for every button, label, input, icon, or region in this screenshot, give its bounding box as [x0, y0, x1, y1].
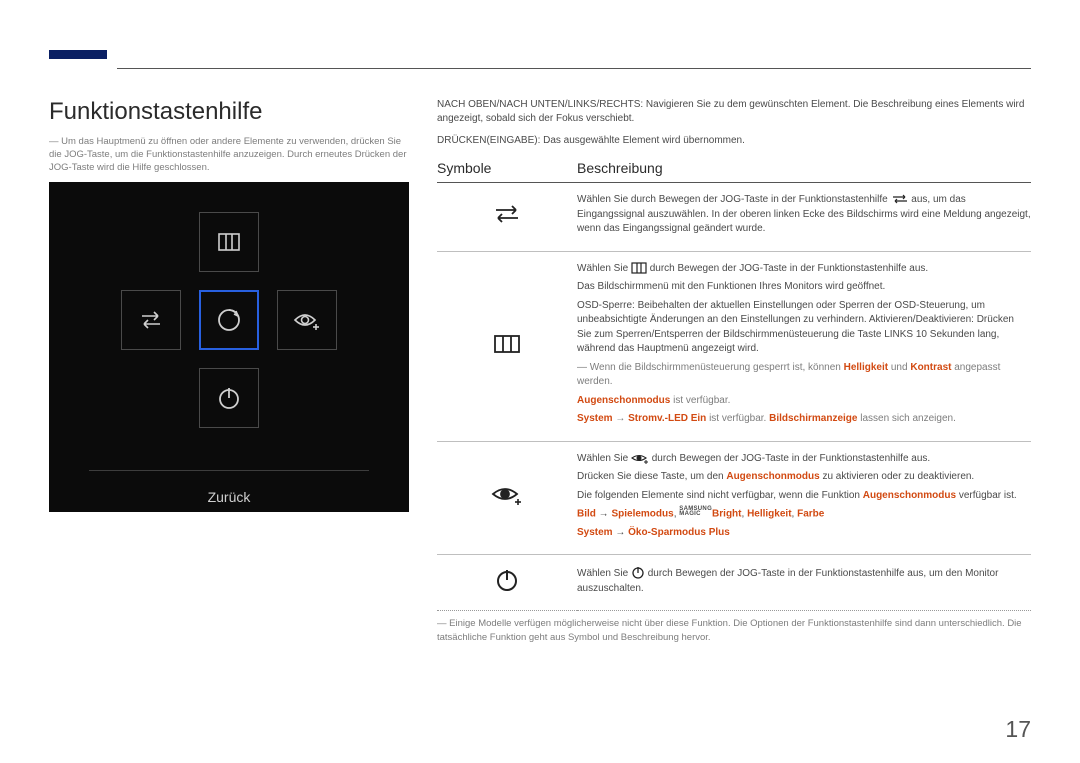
pad-down [199, 368, 259, 428]
pad-left [121, 290, 181, 350]
r2b: Das Bildschirmmenü mit den Funktionen Ih… [577, 280, 1031, 295]
power-icon [215, 384, 243, 412]
pad-up [199, 212, 259, 272]
accent-bar [49, 50, 107, 59]
power-icon [631, 565, 645, 579]
r2c: OSD-Sperre: Beibehalten der aktuellen Ei… [577, 299, 1031, 357]
pad-right [277, 290, 337, 350]
left-column: Funktionstastenhilfe Um das Hauptmenü zu… [49, 98, 409, 723]
power-icon [493, 566, 521, 594]
swap-icon [136, 306, 166, 334]
header-rule [117, 68, 1031, 69]
table-row: Wählen Sie durch Bewegen der JOG-Taste i… [437, 183, 1031, 252]
pad-center [199, 290, 259, 350]
table-row: Wählen Sie durch Bewegen der JOG-Taste i… [437, 555, 1031, 611]
enter-icon [214, 305, 244, 335]
intro-nav: NACH OBEN/NACH UNTEN/LINKS/RECHTS: Navig… [437, 98, 1031, 126]
swap-icon [490, 201, 524, 227]
intro-press: DRÜCKEN(EINGABE): Das ausgewählte Elemen… [437, 134, 1031, 148]
page-content: Funktionstastenhilfe Um das Hauptmenü zu… [49, 98, 1031, 723]
footnote: Einige Modelle verfügen möglicherweise n… [437, 617, 1031, 644]
osd-graphic: Zurück [49, 182, 409, 512]
swap-icon [891, 193, 909, 205]
table-row: Wählen Sie durch Bewegen der JOG-Taste i… [437, 441, 1031, 555]
eye-plus-icon [490, 482, 524, 508]
menu-bars-icon [215, 228, 243, 256]
graphic-divider [89, 470, 369, 471]
header-symbols: Symbole [437, 156, 577, 183]
eye-plus-icon [291, 306, 323, 334]
page-number: 17 [1005, 716, 1031, 743]
menu-bars-icon [492, 332, 522, 356]
menu-bars-icon [631, 262, 647, 274]
eye-plus-icon [631, 452, 649, 464]
back-label: Zurück [208, 489, 251, 505]
header-description: Beschreibung [577, 156, 1031, 183]
page-title: Funktionstastenhilfe [49, 98, 409, 126]
table-row: Wählen Sie durch Bewegen der JOG-Taste i… [437, 251, 1031, 441]
right-column: NACH OBEN/NACH UNTEN/LINKS/RECHTS: Navig… [437, 98, 1031, 723]
symbols-table: Symbole Beschreibung Wählen Sie durch Be… [437, 156, 1031, 611]
note-left: Um das Hauptmenü zu öffnen oder andere E… [49, 136, 409, 174]
